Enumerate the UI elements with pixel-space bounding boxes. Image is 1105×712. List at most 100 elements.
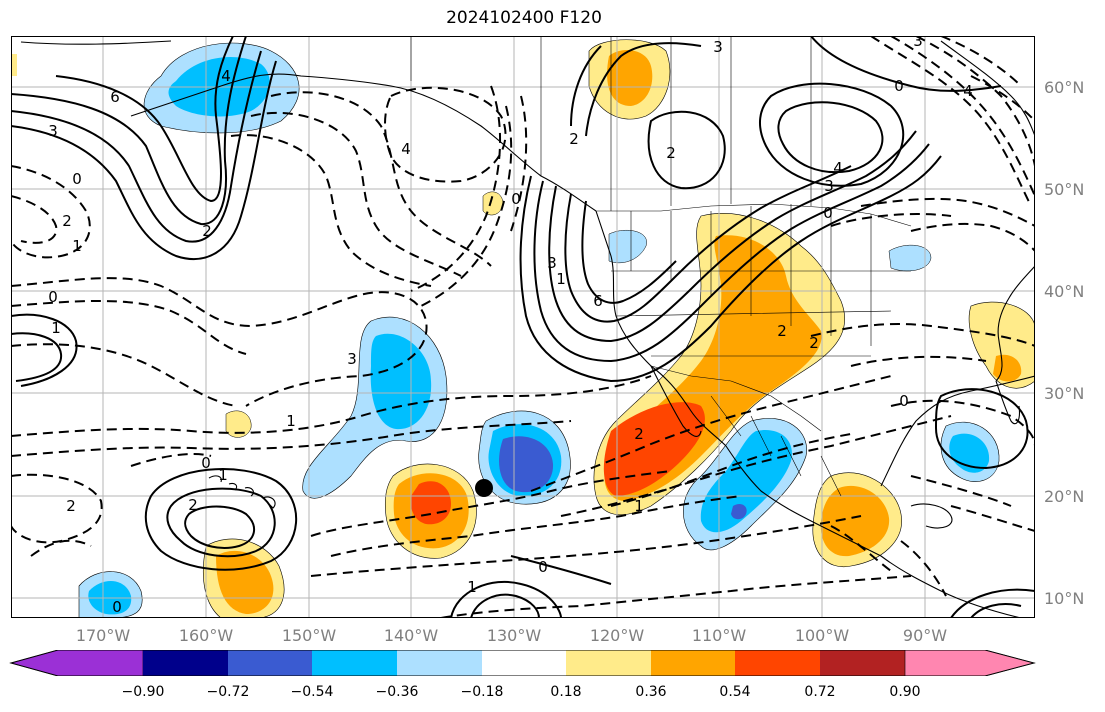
lon-label-170w: 170°W <box>75 626 131 645</box>
colorbar-segment <box>228 650 312 676</box>
contour-label: 0 <box>72 170 82 188</box>
colorbar-tick: −0.54 <box>290 684 334 700</box>
colorbar-tick: −0.90 <box>121 684 165 700</box>
colorbar-segment <box>312 650 397 676</box>
lon-label-130w: 130°W <box>486 626 542 645</box>
dashed-contours <box>11 36 1035 618</box>
lat-label-40n: 40°N <box>1044 282 1085 301</box>
contour-label: 4 <box>963 82 973 100</box>
lon-label-160w: 160°W <box>178 626 234 645</box>
pos-region-band-core <box>603 402 705 496</box>
map-panel: 3 6 3 0 2 1 0 2 1 4 0 4 2 3 1 3 4 0 3 6 … <box>11 36 1035 618</box>
contour-label: 1 <box>634 497 644 515</box>
colorbar-outline <box>9 650 1036 676</box>
border-mexico-states <box>710 395 842 497</box>
contour-label: 2 <box>62 212 72 230</box>
political-borders <box>410 36 912 497</box>
coastlines <box>20 40 1035 618</box>
colorbar-segment <box>482 650 566 676</box>
contour-label: 4 <box>401 140 411 158</box>
contour-label: 3 <box>913 36 923 50</box>
contour-label: 3 <box>713 38 723 56</box>
colorbar-tick: −0.36 <box>375 684 419 700</box>
pos-region-140w-core <box>410 481 451 525</box>
colorbar-segment <box>820 650 905 676</box>
colorbar-tick: −0.18 <box>460 684 504 700</box>
colorbar-segment <box>651 650 735 676</box>
border-us-mexico <box>650 365 822 432</box>
lat-label-20n: 20°N <box>1044 487 1085 506</box>
contour-label: 1 <box>51 319 61 337</box>
colorbar-tick: 0.54 <box>719 684 751 700</box>
coast-baja <box>650 365 702 437</box>
coast-hudson <box>940 40 1035 137</box>
colorbar-segment <box>566 650 651 676</box>
colorbar-segment <box>9 650 144 676</box>
contour-label: 0 <box>201 454 211 472</box>
anomaly-shading <box>11 39 1035 618</box>
colorbar <box>9 650 1036 676</box>
lat-label-50n: 50°N <box>1044 180 1085 199</box>
storm-location-marker <box>475 479 493 497</box>
lat-label-60n: 60°N <box>1044 78 1085 97</box>
lat-label-10n: 10°N <box>1044 589 1085 608</box>
contour-label: 0 <box>511 190 521 208</box>
pos-region-small-2 <box>225 410 252 438</box>
pos-region-north-core <box>607 50 653 106</box>
contour-label: 1 <box>467 578 477 596</box>
map-canvas: 3 6 3 0 2 1 0 2 1 4 0 4 2 3 1 3 4 0 3 6 … <box>11 36 1035 618</box>
border-states <box>611 204 911 357</box>
contour-label: 2 <box>666 144 676 162</box>
contour-label: 0 <box>48 288 58 306</box>
colorbar-tick: 0.36 <box>635 684 667 700</box>
contour-label: 1 <box>556 270 566 288</box>
lon-label-120w: 120°W <box>589 626 645 645</box>
neg-region-strip-core <box>370 333 432 430</box>
contour-label: 1 <box>286 412 296 430</box>
colorbar-tick: 0.72 <box>804 684 836 700</box>
contour-label: 2 <box>66 497 76 515</box>
contour-label: 2 <box>202 222 212 240</box>
contour-label: 2 <box>569 130 579 148</box>
contour-label: 2 <box>777 322 787 340</box>
contour-label: 2 <box>188 496 198 514</box>
border-canada-provinces <box>540 36 812 211</box>
neg-region-lakes <box>888 244 932 272</box>
pos-region-small-1 <box>482 191 504 216</box>
coast-gulf <box>880 375 1035 487</box>
neg-region-130w-core <box>499 436 554 493</box>
colorbar-segment <box>735 650 820 676</box>
contour-label: 0 <box>894 77 904 95</box>
colorbar-tick: −0.72 <box>206 684 250 700</box>
colorbar-segment <box>397 650 482 676</box>
contour-label: 1 <box>72 237 82 255</box>
contour-label: 0 <box>538 558 548 576</box>
contour-label: 3 <box>48 122 58 140</box>
contour-label: 0 <box>899 392 909 410</box>
pos-region-small-3 <box>11 54 17 76</box>
colorbar-tick: 0.18 <box>550 684 582 700</box>
contour-labels: 3 6 3 0 2 1 0 2 1 4 0 4 2 3 1 3 4 0 3 6 … <box>48 36 973 616</box>
contour-label: 3 <box>824 177 834 195</box>
contour-label: 3 <box>547 254 557 272</box>
lon-label-100w: 100°W <box>794 626 850 645</box>
coast-arctic <box>20 40 172 45</box>
contour-label: 4 <box>833 159 843 177</box>
contour-label: 6 <box>110 88 120 106</box>
colorbar-segment <box>904 650 1036 676</box>
neg-region-mexico-core <box>700 430 792 533</box>
contour-label: 3 <box>347 350 357 368</box>
contour-label: 4 <box>221 67 231 85</box>
solid-contours <box>11 36 1035 618</box>
map-title: 2024102400 F120 <box>446 8 602 28</box>
coast-east <box>995 265 1035 382</box>
colorbar-segment <box>143 650 228 676</box>
contour-label: 6 <box>593 292 603 310</box>
pos-region-central-am-core <box>820 485 890 557</box>
contour-label: 0 <box>112 598 122 616</box>
lon-label-110w: 110°W <box>691 626 747 645</box>
neg-region-west-us <box>608 230 647 264</box>
neg-region-mexico-dark <box>731 503 747 520</box>
contour-label: 2 <box>634 425 644 443</box>
lon-label-140w: 140°W <box>383 626 439 645</box>
